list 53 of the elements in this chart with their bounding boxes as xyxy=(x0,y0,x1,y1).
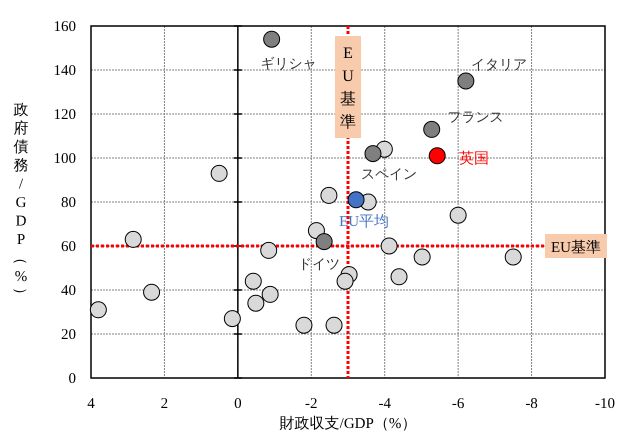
point xyxy=(414,248,431,266)
annotation: イタリア xyxy=(470,58,527,73)
x-tick-label: -10 xyxy=(595,396,615,412)
point xyxy=(390,268,408,286)
point xyxy=(326,316,343,334)
point xyxy=(124,230,142,248)
point xyxy=(263,30,280,48)
point xyxy=(423,120,440,138)
ref-line-label: EU基準 xyxy=(340,45,356,131)
point xyxy=(260,242,278,259)
point xyxy=(143,284,160,301)
point xyxy=(320,186,338,204)
annotation: フランス xyxy=(448,110,504,126)
y-tick-label: 160 xyxy=(54,19,76,35)
x-tick-label: -2 xyxy=(305,396,318,412)
point xyxy=(262,286,279,303)
x-tick-label: 4 xyxy=(87,396,96,412)
annotation: ギリシャ xyxy=(260,56,317,72)
point xyxy=(247,294,264,312)
point xyxy=(504,248,522,266)
annotation: ドイツ xyxy=(298,258,340,273)
point xyxy=(316,233,333,250)
x-tick-label: -6 xyxy=(452,396,465,412)
point xyxy=(364,145,382,162)
point xyxy=(295,316,312,334)
x-tick-label: 2 xyxy=(160,396,168,412)
y-tick-label: 80 xyxy=(61,195,76,211)
ref-line-label: EU基準 xyxy=(551,239,601,256)
point xyxy=(336,272,354,290)
x-tick-label: 0 xyxy=(234,396,242,412)
point xyxy=(380,238,398,254)
y-tick-label: 20 xyxy=(61,327,76,343)
annotation: スペイン xyxy=(360,168,417,183)
point xyxy=(244,272,262,290)
y-tick-label: 0 xyxy=(68,371,76,387)
point xyxy=(210,164,228,182)
y-tick-label: 140 xyxy=(54,63,76,79)
text: 政府債務/GDP（%） xyxy=(12,102,28,302)
y-tick-label: 40 xyxy=(61,283,76,299)
point xyxy=(450,206,467,224)
y-tick-label: 120 xyxy=(54,107,76,123)
y-tick-label: 100 xyxy=(54,151,76,167)
x-tick-label: -8 xyxy=(525,396,538,412)
x-tick-label: -4 xyxy=(378,396,392,412)
point xyxy=(428,147,446,164)
point xyxy=(457,72,474,90)
y-tick-label: 60 xyxy=(61,239,76,255)
series-label: EU平均 xyxy=(339,212,390,230)
series-label: 英国 xyxy=(459,150,490,167)
point xyxy=(348,191,365,208)
point xyxy=(224,310,241,328)
point xyxy=(90,301,107,318)
x-axis-title: 財政収支/GDP（%） xyxy=(280,415,416,432)
